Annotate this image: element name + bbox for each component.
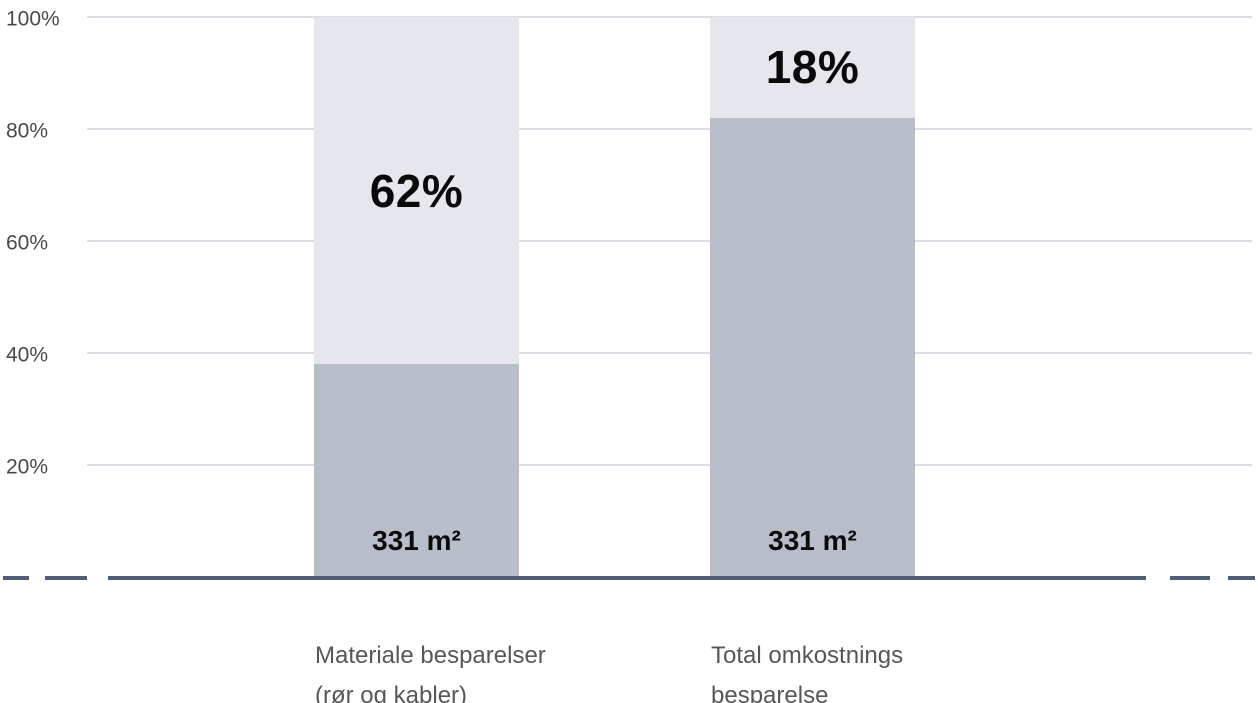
bar-2-pct-label: 18% — [765, 41, 860, 94]
y-tick-label-100: 100% — [6, 7, 60, 31]
category-label-1-line-2: (rør og kabler) — [315, 682, 468, 703]
bar-1-base-segment: 331 m² — [314, 364, 519, 577]
bar-2-area-label: 331 m² — [768, 524, 857, 556]
y-tick-label-80: 80% — [6, 119, 49, 143]
category-label-2-line-1: Total omkostnings — [711, 642, 904, 669]
bar-1-pct-label: 62% — [369, 164, 464, 217]
gridline-80 — [87, 128, 1252, 130]
bar-1-area-label: 331 m² — [372, 524, 461, 556]
category-label-1-line-1: Materiale besparelser — [315, 642, 546, 669]
category-label-1: Materiale besparelser (rør og kabler) — [315, 636, 546, 703]
bar-2-savings-segment: 18% — [710, 17, 915, 118]
y-tick-label-40: 40% — [6, 343, 49, 367]
gridline-60 — [87, 240, 1252, 242]
bar-1-savings-segment: 62% — [314, 17, 519, 365]
y-tick-label-20: 20% — [6, 455, 49, 479]
bar-2-base-segment: 331 m² — [710, 117, 915, 577]
category-label-2-line-2: besparelse — [711, 682, 829, 703]
gridline-20 — [87, 464, 1252, 466]
gridline-40 — [87, 352, 1252, 354]
y-tick-label-60: 60% — [6, 231, 49, 255]
category-label-2: Total omkostnings besparelse — [711, 636, 903, 703]
gridline-100 — [87, 16, 1252, 18]
